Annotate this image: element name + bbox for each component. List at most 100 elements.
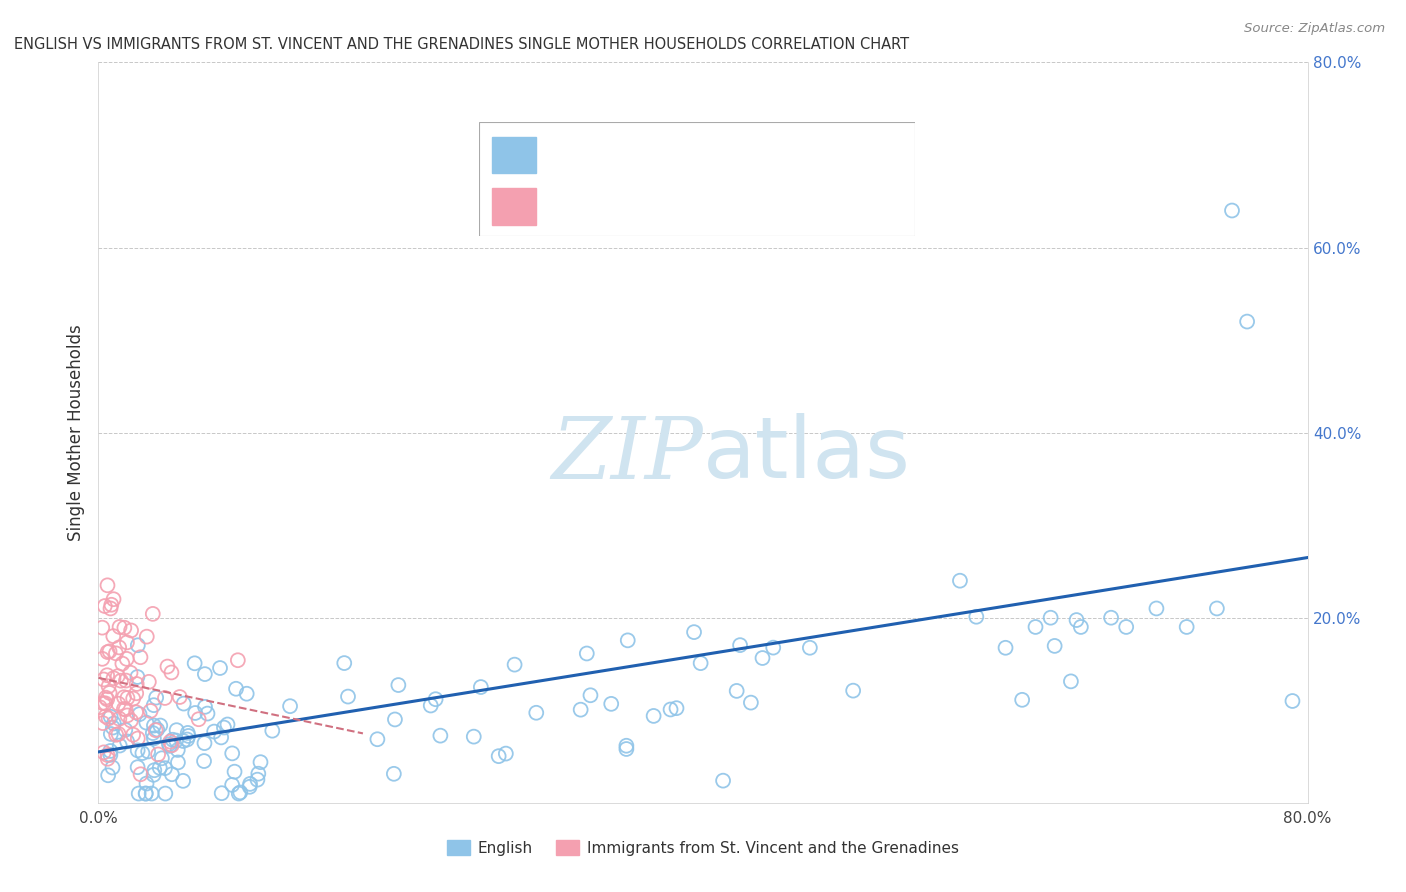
Point bbox=[115, 652, 138, 666]
Point bbox=[94, 599, 117, 613]
Point bbox=[103, 592, 125, 607]
Point bbox=[91, 696, 114, 710]
Point bbox=[146, 723, 169, 737]
Point bbox=[470, 680, 492, 694]
Point bbox=[93, 673, 115, 687]
Point bbox=[575, 647, 598, 661]
Point bbox=[842, 683, 865, 698]
Point bbox=[225, 681, 247, 696]
Point bbox=[127, 638, 149, 652]
Point bbox=[112, 702, 135, 716]
Point bbox=[337, 690, 360, 704]
Point bbox=[419, 698, 441, 713]
Point bbox=[153, 690, 176, 705]
Point bbox=[122, 728, 145, 742]
Point bbox=[1220, 203, 1243, 218]
Point bbox=[117, 708, 139, 723]
Point bbox=[425, 692, 447, 706]
Point bbox=[96, 747, 118, 762]
Point bbox=[728, 638, 751, 652]
Point bbox=[142, 768, 165, 782]
Point bbox=[193, 736, 215, 750]
Point bbox=[149, 718, 172, 732]
Point bbox=[125, 686, 148, 700]
Point bbox=[333, 656, 356, 670]
Point bbox=[115, 635, 138, 649]
Point bbox=[209, 731, 232, 745]
Point bbox=[429, 729, 451, 743]
Point bbox=[129, 767, 152, 781]
Point bbox=[1099, 610, 1122, 624]
Point bbox=[155, 787, 177, 801]
Point bbox=[107, 727, 129, 741]
Point bbox=[194, 667, 217, 681]
Point bbox=[94, 690, 117, 705]
Point bbox=[228, 787, 250, 801]
Point bbox=[112, 621, 135, 635]
Point bbox=[142, 726, 165, 740]
Point bbox=[235, 687, 257, 701]
Text: ZIP: ZIP bbox=[551, 414, 703, 496]
Point bbox=[131, 746, 153, 760]
Point bbox=[212, 721, 235, 735]
Point bbox=[173, 697, 195, 711]
Point bbox=[101, 721, 124, 735]
Point bbox=[159, 739, 181, 753]
Point bbox=[193, 754, 215, 768]
Point bbox=[103, 671, 125, 685]
Point bbox=[103, 629, 125, 643]
Point bbox=[135, 787, 157, 801]
Point bbox=[115, 673, 138, 688]
Point bbox=[162, 732, 184, 747]
Point bbox=[229, 785, 252, 799]
Point bbox=[221, 778, 243, 792]
Point bbox=[1281, 694, 1303, 708]
Point bbox=[142, 607, 165, 621]
Point bbox=[1070, 620, 1092, 634]
Point bbox=[98, 644, 121, 658]
Point bbox=[160, 767, 183, 781]
Point bbox=[108, 712, 131, 726]
Point bbox=[524, 706, 547, 720]
Point bbox=[711, 773, 734, 788]
Point bbox=[159, 734, 181, 748]
Point bbox=[143, 763, 166, 777]
Point bbox=[366, 732, 388, 747]
Point bbox=[172, 773, 194, 788]
Point bbox=[172, 734, 194, 748]
Point bbox=[177, 729, 200, 743]
Point bbox=[135, 776, 157, 790]
Point bbox=[120, 665, 142, 680]
Point bbox=[139, 704, 162, 718]
Point bbox=[142, 718, 165, 732]
Point bbox=[97, 768, 120, 782]
Point bbox=[579, 688, 602, 702]
Point bbox=[683, 625, 706, 640]
Point bbox=[165, 733, 187, 747]
Point bbox=[1011, 693, 1033, 707]
Point bbox=[799, 640, 821, 655]
Point bbox=[100, 598, 122, 612]
Point bbox=[643, 709, 665, 723]
Point bbox=[1066, 613, 1088, 627]
Point bbox=[149, 761, 172, 775]
Point bbox=[495, 747, 517, 761]
Point bbox=[239, 780, 262, 794]
Point bbox=[1236, 314, 1258, 328]
Point bbox=[382, 767, 405, 781]
Point bbox=[387, 678, 409, 692]
Point bbox=[97, 645, 120, 659]
Point bbox=[115, 734, 138, 748]
Point bbox=[146, 747, 169, 762]
Point bbox=[125, 677, 148, 691]
Point bbox=[616, 742, 638, 756]
Point bbox=[221, 747, 243, 761]
Point bbox=[101, 760, 124, 774]
Point bbox=[239, 777, 262, 791]
Text: atlas: atlas bbox=[703, 413, 911, 496]
Point bbox=[112, 690, 135, 705]
Point bbox=[194, 699, 217, 714]
Point bbox=[176, 732, 198, 747]
Point bbox=[142, 731, 165, 746]
Y-axis label: Single Mother Households: Single Mother Households bbox=[67, 325, 86, 541]
